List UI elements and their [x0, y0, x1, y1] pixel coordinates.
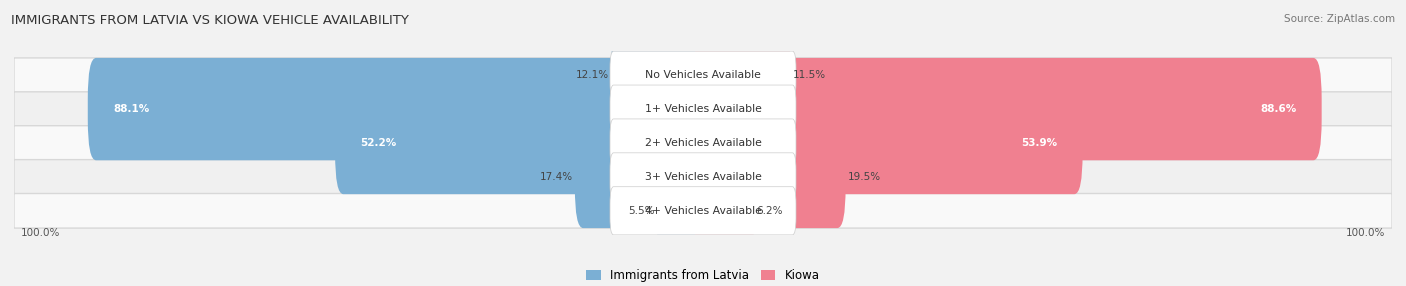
Text: No Vehicles Available: No Vehicles Available: [645, 70, 761, 80]
Text: 2+ Vehicles Available: 2+ Vehicles Available: [644, 138, 762, 148]
FancyBboxPatch shape: [610, 187, 796, 235]
Text: 19.5%: 19.5%: [848, 172, 880, 182]
FancyBboxPatch shape: [695, 58, 1322, 160]
FancyBboxPatch shape: [657, 160, 711, 262]
FancyBboxPatch shape: [14, 58, 1392, 92]
Text: 1+ Vehicles Available: 1+ Vehicles Available: [644, 104, 762, 114]
FancyBboxPatch shape: [610, 85, 796, 133]
Text: 5.5%: 5.5%: [628, 206, 655, 216]
FancyBboxPatch shape: [695, 92, 1083, 194]
Text: 3+ Vehicles Available: 3+ Vehicles Available: [644, 172, 762, 182]
Text: 88.6%: 88.6%: [1260, 104, 1296, 114]
Text: 12.1%: 12.1%: [576, 70, 609, 80]
Text: 52.2%: 52.2%: [360, 138, 396, 148]
FancyBboxPatch shape: [335, 92, 711, 194]
Text: 4+ Vehicles Available: 4+ Vehicles Available: [644, 206, 762, 216]
FancyBboxPatch shape: [87, 58, 711, 160]
FancyBboxPatch shape: [610, 51, 796, 99]
Text: 100.0%: 100.0%: [1346, 228, 1385, 238]
Legend: Immigrants from Latvia, Kiowa: Immigrants from Latvia, Kiowa: [582, 265, 824, 286]
Text: IMMIGRANTS FROM LATVIA VS KIOWA VEHICLE AVAILABILITY: IMMIGRANTS FROM LATVIA VS KIOWA VEHICLE …: [11, 14, 409, 27]
Text: 17.4%: 17.4%: [540, 172, 572, 182]
Text: 6.2%: 6.2%: [756, 206, 783, 216]
Text: Source: ZipAtlas.com: Source: ZipAtlas.com: [1284, 14, 1395, 24]
Text: 53.9%: 53.9%: [1021, 138, 1057, 148]
Text: 100.0%: 100.0%: [21, 228, 60, 238]
FancyBboxPatch shape: [575, 126, 711, 228]
FancyBboxPatch shape: [610, 119, 796, 167]
Text: 11.5%: 11.5%: [793, 70, 825, 80]
FancyBboxPatch shape: [14, 126, 1392, 160]
FancyBboxPatch shape: [610, 153, 796, 201]
FancyBboxPatch shape: [612, 24, 711, 126]
FancyBboxPatch shape: [695, 24, 790, 126]
Text: 88.1%: 88.1%: [114, 104, 149, 114]
FancyBboxPatch shape: [14, 92, 1392, 126]
FancyBboxPatch shape: [695, 160, 754, 262]
FancyBboxPatch shape: [14, 160, 1392, 194]
FancyBboxPatch shape: [14, 194, 1392, 228]
FancyBboxPatch shape: [695, 126, 845, 228]
